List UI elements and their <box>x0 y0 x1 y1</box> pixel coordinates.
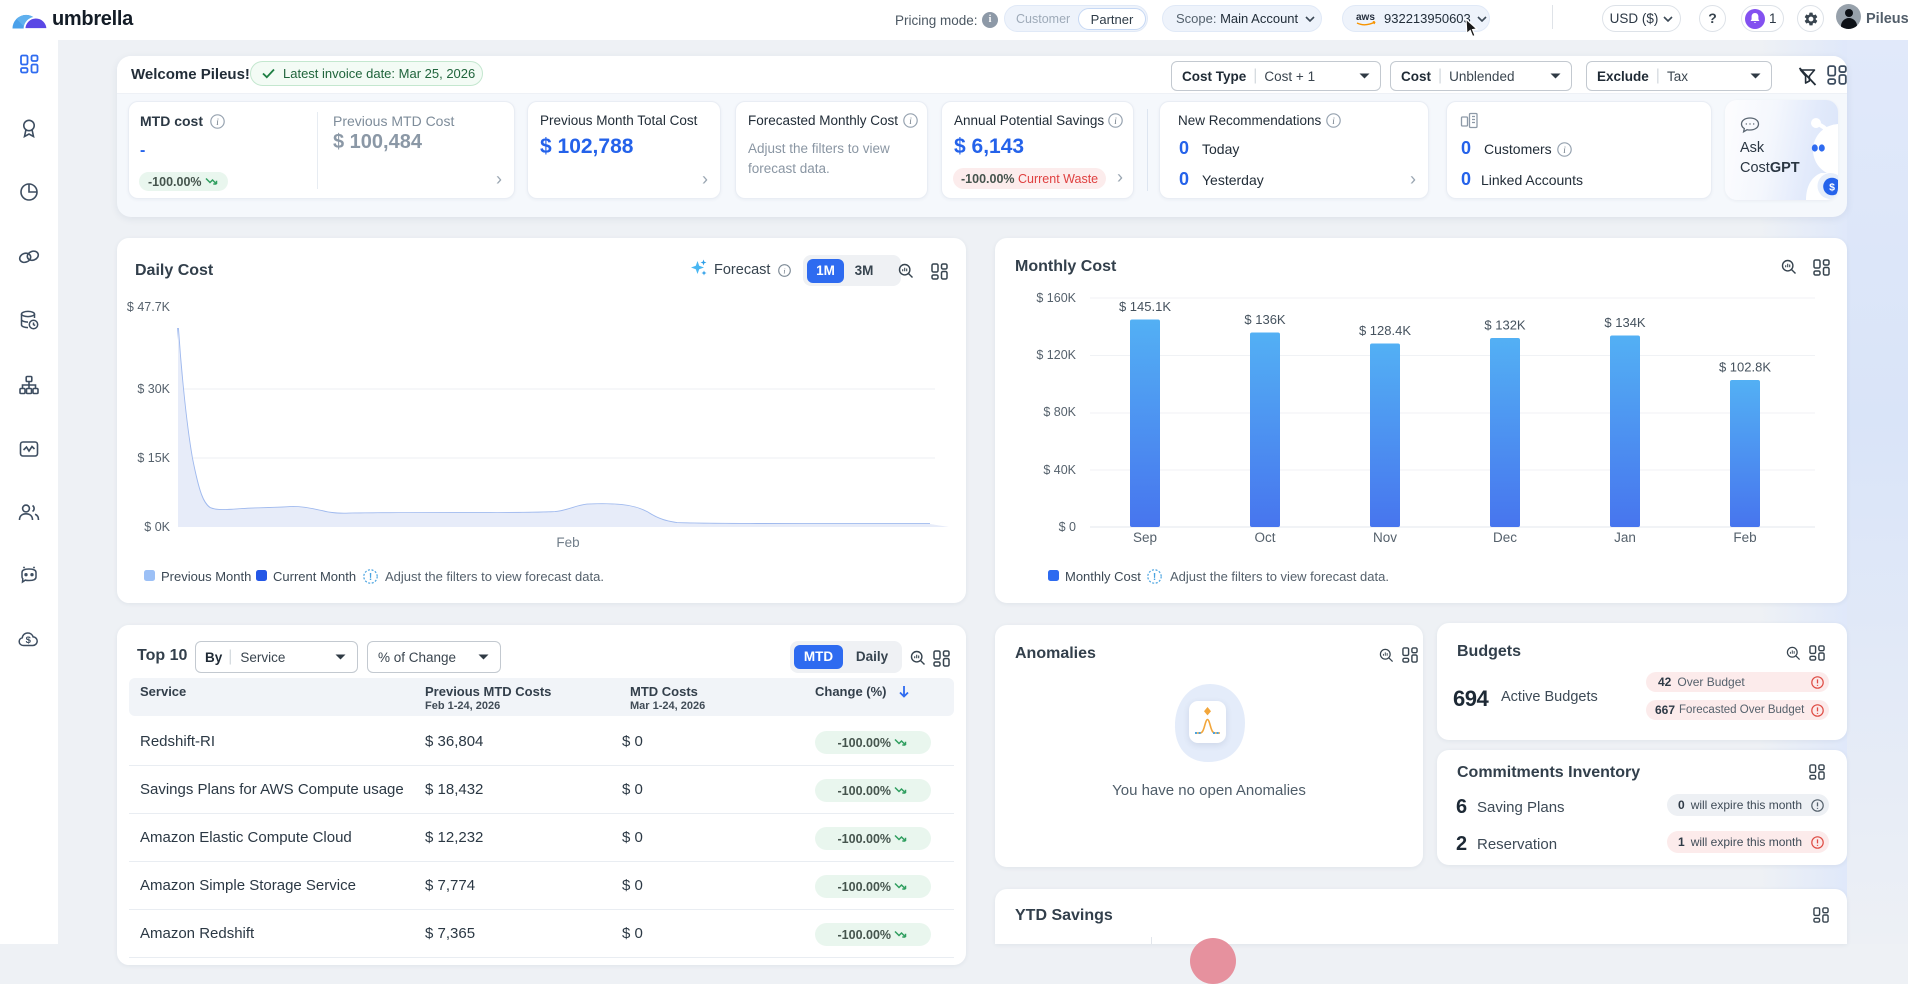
svg-text:!: ! <box>1153 572 1156 583</box>
svg-text:!: ! <box>369 572 372 583</box>
svg-text:aws: aws <box>1356 12 1375 23</box>
svg-text:$ 15K: $ 15K <box>137 451 170 465</box>
svg-text:$ 134K: $ 134K <box>1604 315 1646 330</box>
svg-text:$ 145.1K: $ 145.1K <box>1119 299 1171 314</box>
svg-text:i: i <box>909 116 912 126</box>
svg-text:$ 160K: $ 160K <box>1036 291 1076 305</box>
svg-text:$ 0: $ 0 <box>1059 520 1076 534</box>
svg-text:$ 128.4K: $ 128.4K <box>1359 323 1411 338</box>
svg-text:Jan: Jan <box>1614 530 1636 545</box>
svg-text:$ 80K: $ 80K <box>1043 405 1076 419</box>
svg-text:$ 132K: $ 132K <box>1484 318 1526 333</box>
svg-text:$ 0K: $ 0K <box>144 520 170 534</box>
svg-text:Oct: Oct <box>1254 530 1275 545</box>
svg-text:$ 47.7K: $ 47.7K <box>127 300 171 314</box>
svg-text:$ 40K: $ 40K <box>1043 463 1076 477</box>
svg-text:Nov: Nov <box>1373 530 1397 545</box>
svg-text:Feb: Feb <box>556 535 579 550</box>
svg-text:i: i <box>1114 116 1117 126</box>
svg-text:i: i <box>216 117 219 127</box>
svg-text:i: i <box>1563 145 1566 155</box>
svg-text:Feb: Feb <box>1733 530 1756 545</box>
svg-text:$ 136K: $ 136K <box>1244 312 1286 327</box>
svg-text:$ 30K: $ 30K <box>137 382 170 396</box>
svg-text:$: $ <box>26 635 32 646</box>
svg-text:Sep: Sep <box>1133 530 1157 545</box>
svg-text:Dec: Dec <box>1493 530 1517 545</box>
svg-text:$: $ <box>1829 182 1835 194</box>
svg-text:i: i <box>1332 116 1335 126</box>
svg-text:i: i <box>783 267 785 276</box>
svg-text:$ 102.8K: $ 102.8K <box>1719 360 1771 375</box>
svg-text:$ 120K: $ 120K <box>1036 348 1076 362</box>
